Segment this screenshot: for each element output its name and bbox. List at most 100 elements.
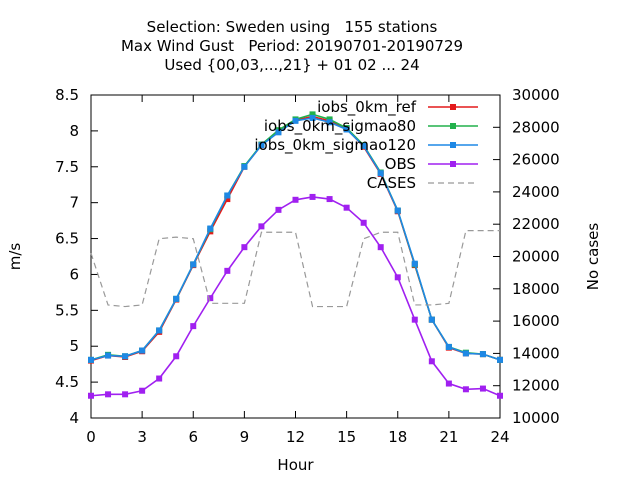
data-point (462, 350, 469, 357)
data-point (190, 323, 197, 330)
legend-label: iobs_0km_ref (317, 98, 417, 117)
data-point (224, 192, 231, 199)
x-tick-label: 0 (86, 428, 96, 446)
data-point (224, 267, 231, 274)
series-OBS (88, 193, 503, 399)
x-tick-label: 18 (388, 428, 407, 446)
y2-tick-label: 20000 (512, 248, 560, 266)
x-tick-label: 15 (337, 428, 356, 446)
title-line-3: Used {00,03,...,21} + 01 02 ... 24 (164, 56, 419, 74)
data-point (207, 225, 214, 232)
data-point (479, 351, 486, 358)
data-point (326, 119, 333, 126)
y-axis-left: 4 4.5 5 5.5 6 6.5 7 7.5 8 8.5 (55, 86, 98, 427)
x-tick-label: 6 (188, 428, 198, 446)
data-point (275, 129, 282, 136)
series-line (90, 196, 501, 397)
data-point (105, 391, 112, 398)
series-line (90, 230, 500, 308)
data-point (394, 207, 401, 214)
data-point (377, 244, 384, 251)
y-tick-label: 7 (69, 194, 79, 212)
y2-tick-label: 18000 (512, 280, 560, 298)
y-tick-label: 6.5 (55, 230, 79, 248)
data-point (241, 244, 248, 251)
series-CASES (90, 230, 500, 308)
data-point (122, 353, 129, 360)
legend-label: CASES (367, 174, 416, 192)
legend-marker (450, 142, 456, 148)
y-tick-label: 4.5 (55, 373, 79, 391)
data-point (462, 386, 469, 393)
x-tick-label: 12 (286, 428, 305, 446)
data-point (445, 343, 452, 350)
y2-axis-label: No cases (584, 223, 602, 291)
legend: iobs_0km_refiobs_0km_sigmao80iobs_0km_si… (254, 98, 478, 192)
legend-label: OBS (385, 155, 416, 173)
x-tick-label: 24 (490, 428, 509, 446)
data-point (428, 358, 435, 365)
y2-tick-label: 22000 (512, 215, 560, 233)
data-point (445, 380, 452, 387)
data-point (139, 387, 146, 394)
data-point (156, 375, 163, 382)
legend-marker (450, 123, 456, 129)
data-point (139, 347, 146, 354)
data-point (88, 392, 94, 399)
title-line-2: Max Wind Gust Period: 20190701-20190729 (121, 37, 463, 55)
data-point (88, 356, 94, 363)
series-group (88, 111, 503, 399)
data-point (411, 260, 418, 267)
y-tick-label: 5.5 (55, 301, 79, 319)
y-tick-label: 5 (69, 337, 79, 355)
data-point (360, 142, 367, 149)
data-point (326, 196, 333, 203)
x-tick-label: 21 (439, 428, 458, 446)
data-point (377, 170, 384, 177)
y-tick-label: 7.5 (55, 158, 79, 176)
legend-marker (450, 104, 456, 110)
series-line (90, 117, 501, 361)
data-point (411, 316, 418, 323)
y-tick-label: 4 (69, 409, 79, 427)
chart-title: Selection: Sweden using 155 stationsMax … (121, 18, 463, 74)
data-point (479, 385, 486, 392)
data-point (173, 353, 180, 360)
legend-label: iobs_0km_sigmao120 (254, 136, 416, 155)
series-iobs_0km_sigmao120 (88, 114, 503, 363)
data-point (275, 206, 282, 213)
y2-tick-label: 14000 (512, 344, 560, 362)
y2-tick-label: 30000 (512, 86, 560, 104)
data-point (292, 117, 299, 124)
data-point (497, 356, 503, 363)
x-tick-label: 3 (137, 428, 147, 446)
data-point (241, 163, 248, 170)
data-point (190, 261, 197, 268)
y-tick-label: 8.5 (55, 86, 79, 104)
data-point (497, 392, 503, 399)
data-point (207, 295, 214, 302)
y2-tick-label: 12000 (512, 377, 560, 395)
data-point (156, 327, 163, 334)
data-point (122, 391, 129, 398)
x-axis-label: Hour (277, 456, 314, 474)
data-point (224, 196, 231, 203)
legend-marker (450, 161, 456, 167)
y-axis-label: m/s (6, 243, 24, 271)
data-point (292, 196, 299, 203)
title-line-1: Selection: Sweden using 155 stations (147, 18, 438, 36)
x-tick-label: 9 (240, 428, 250, 446)
data-point (173, 295, 180, 302)
data-point (309, 193, 316, 200)
y-axis-right: 10000 12000 14000 16000 18000 20000 22000 24000… (493, 86, 560, 427)
legend-label: iobs_0km_sigmao80 (264, 117, 416, 136)
y2-tick-label: 16000 (512, 312, 560, 330)
data-point (309, 114, 316, 121)
data-point (309, 111, 316, 118)
data-point (105, 352, 112, 359)
data-point (394, 274, 401, 281)
y2-tick-label: 24000 (512, 183, 560, 201)
data-point (428, 316, 435, 323)
y2-tick-label: 28000 (512, 118, 560, 136)
